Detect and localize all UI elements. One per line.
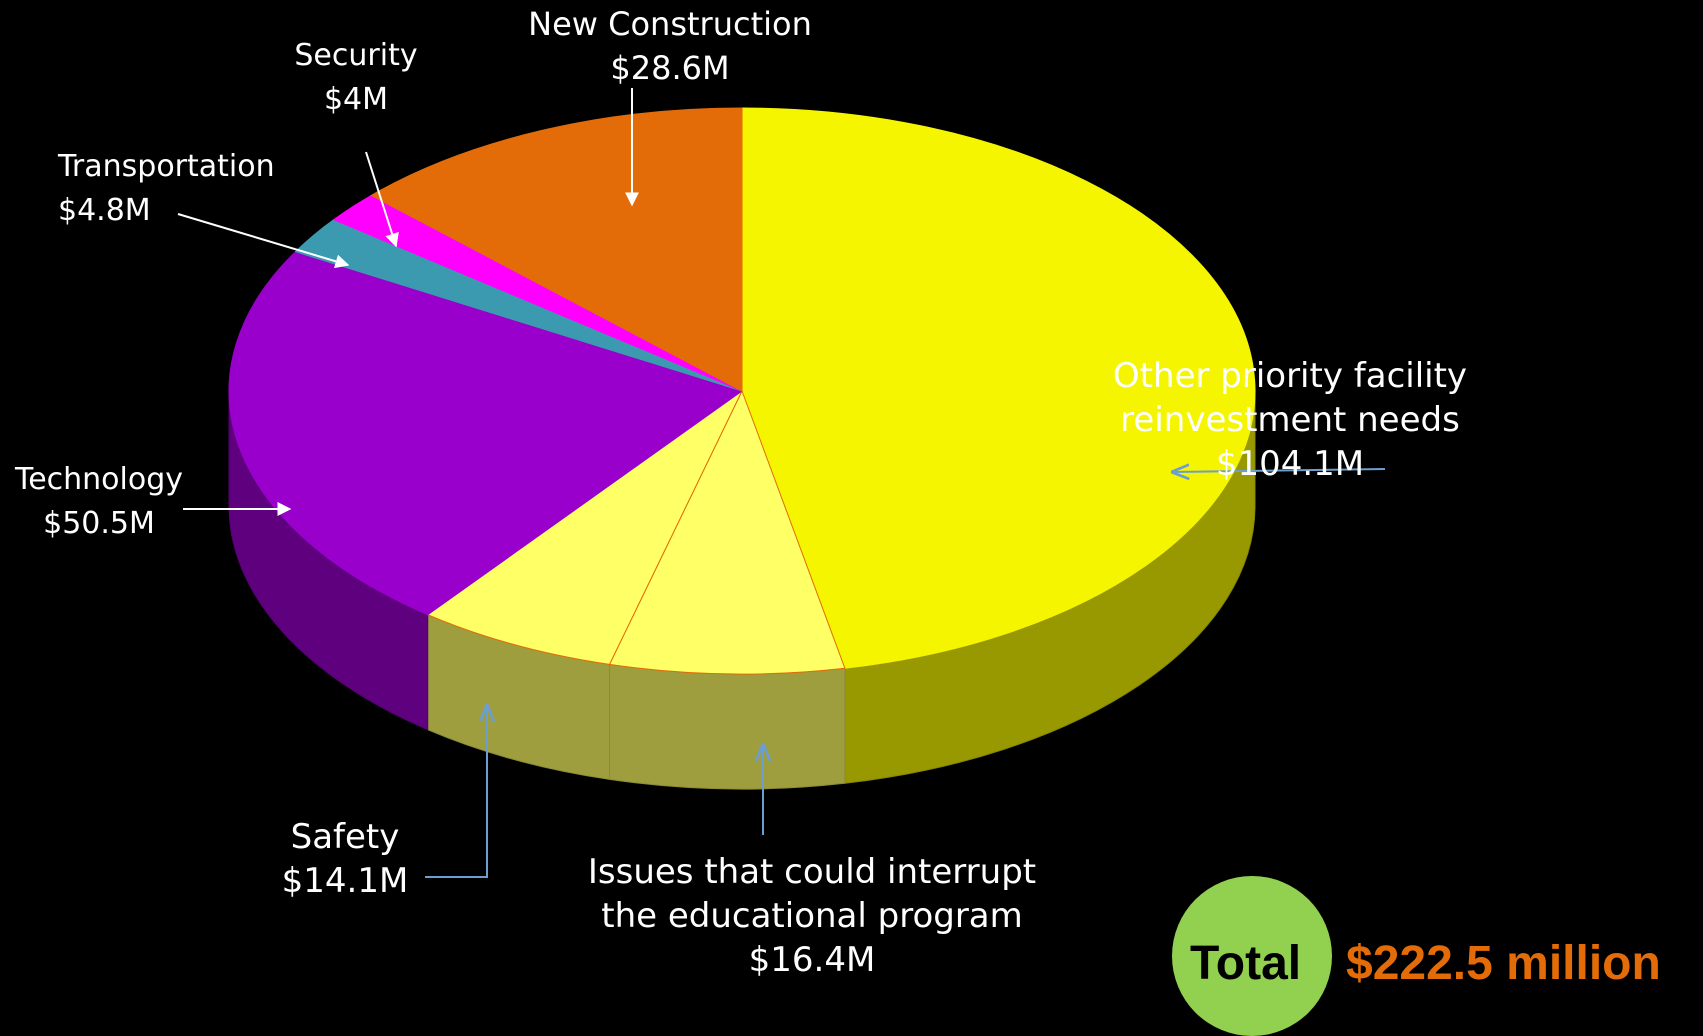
leader-security (365, 151, 399, 248)
pie-slice-1 (608, 389, 846, 675)
leader-lines (177, 88, 1386, 878)
total-label: Total (1190, 937, 1302, 990)
pie-side-walls (228, 390, 1256, 790)
pie-slice-0 (741, 107, 1256, 669)
pie-top-faces (228, 107, 1256, 675)
pie-chart (177, 88, 1386, 878)
pie-slice-2 (426, 390, 743, 665)
total-value: $222.5 million (1346, 937, 1661, 990)
slice-label-issues: Issues that could interrupt the educatio… (587, 852, 1037, 980)
slice-label-technology: Technology $50.5M (14, 462, 184, 541)
slice-label-safety: Safety $14.1M (281, 817, 409, 901)
pie-slice-3 (228, 251, 744, 616)
leader-other-priority (1173, 469, 1386, 472)
slice-label-new-construction: New Construction $28.6M (528, 5, 812, 87)
leader-safety (425, 706, 487, 878)
slice-label-security: Security $4M (294, 38, 418, 117)
leader-transportation (177, 213, 350, 269)
pie-slice-6 (370, 107, 743, 392)
slice-label-other-priority: Other priority facility reinvestment nee… (1112, 356, 1468, 484)
pie-side-1 (609, 663, 846, 790)
slice-label-transportation: Transportation $4.8M (58, 149, 275, 228)
